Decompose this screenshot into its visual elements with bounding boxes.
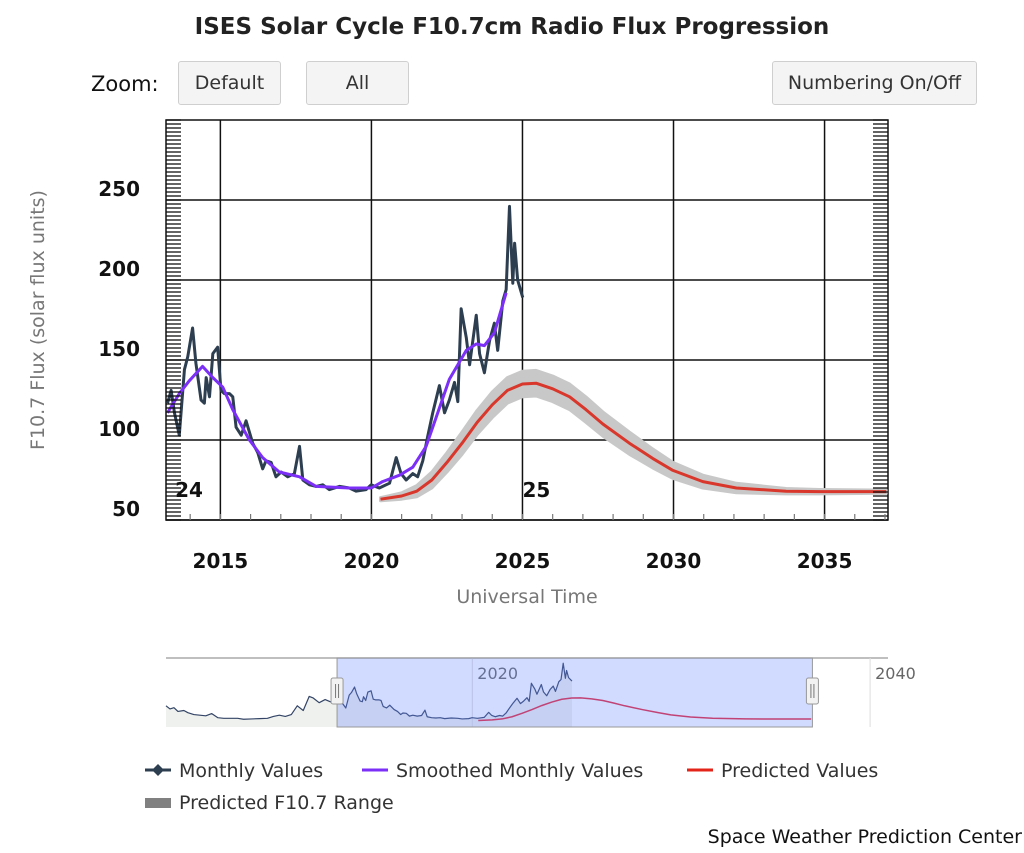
cycle-label: 24 [175,478,203,502]
legend-item-predicted[interactable]: Predicted Values [687,760,878,782]
x-tick-label: 2020 [344,549,400,573]
navigator-selection[interactable] [336,657,813,728]
x-tick-label: 2015 [193,549,249,573]
navigator-handle-icon[interactable] [805,677,819,705]
legend-item-range[interactable]: Predicted F10.7 Range [145,792,394,814]
y-axis-title: F10.7 Flux (solar flux units) [27,190,49,450]
rectangle-icon [145,792,171,814]
navigator-predicted-line [478,697,812,722]
chart-title: ISES Solar Cycle F10.7cm Radio Flux Prog… [194,14,830,40]
y-tick-label: 200 [98,257,140,281]
smoothed-line [166,292,508,490]
navigator-x-label: 2040 [875,664,916,683]
legend-item-monthly[interactable]: Monthly Values [145,760,323,782]
diamond-line-icon [145,760,171,782]
credit-text: Space Weather Prediction Center [707,826,1022,848]
y-tick-label: 250 [98,177,140,201]
predicted-line [380,381,887,501]
legend-label: Smoothed Monthly Values [396,760,644,782]
y-tick-label: 100 [98,417,140,441]
grid [165,119,889,521]
zoom-label: Zoom: [91,72,159,96]
handle-rect [805,677,819,705]
predicted-range-band [378,368,888,503]
navigator[interactable]: 2020 2040 [165,657,916,728]
x-axis-title: Universal Time [456,586,597,608]
legend-item-smoothed[interactable]: Smoothed Monthly Values [362,760,643,782]
x-tick-label: 2035 [797,549,853,573]
numbering-toggle-button[interactable]: Numbering On/Off [772,61,977,105]
y-tick-labels: 50 100 150 200 250 [98,177,140,521]
handle-rect [330,677,344,705]
legend-label: Monthly Values [179,760,324,782]
navigator-handle-icon[interactable] [330,677,344,705]
navigator-x-label: 2020 [477,664,518,683]
cycle-label: 25 [522,478,550,502]
line-icon [362,760,388,782]
legend-label: Predicted F10.7 Range [179,792,394,814]
zoom-default-button[interactable]: Default [178,61,281,105]
x-tick-label: 2025 [495,549,551,573]
navigator-area [166,663,572,727]
plot-border [165,119,889,521]
line-icon [687,760,713,782]
y-tick-label: 50 [112,497,140,521]
minor-ticks [166,119,888,521]
y-tick-label: 150 [98,337,140,361]
plot-area [166,204,888,503]
navigator-monthly-line [165,662,573,720]
zoom-all-button[interactable]: All [306,61,409,105]
cycle-labels: 24 25 [175,478,550,502]
x-tick-label: 2030 [646,549,702,573]
x-tick-labels: 2015 2020 2025 2030 2035 [193,549,853,573]
legend-label: Predicted Values [721,760,879,782]
